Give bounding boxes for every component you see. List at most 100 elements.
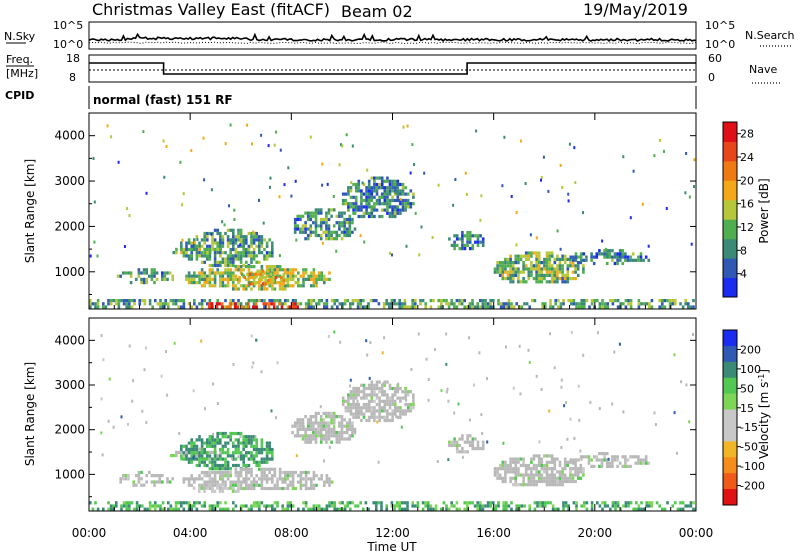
power-cell (229, 257, 232, 261)
power-cell (129, 281, 133, 285)
velocity-cell (286, 474, 290, 478)
power-cell (123, 245, 126, 248)
velocity-cell (142, 483, 146, 487)
velocity-cell (145, 480, 148, 484)
velocity-cell (332, 421, 336, 425)
power-cell (198, 254, 201, 258)
power-cell (265, 254, 269, 258)
power-cell (522, 254, 525, 258)
velocity-cell (327, 437, 331, 441)
velocity-cell (232, 431, 235, 436)
velocity-cell (182, 444, 186, 448)
velocity-cell (265, 447, 269, 452)
velocity-cell (265, 486, 269, 491)
velocity-cell (190, 474, 193, 478)
power-cell (271, 244, 274, 248)
power-cell (349, 305, 352, 309)
power-cell (532, 267, 536, 271)
velocity-cell (203, 441, 206, 445)
velocity-cell (545, 473, 549, 477)
velocity-cell (226, 441, 230, 445)
velocity-cell (673, 411, 676, 415)
power-cell (258, 299, 261, 303)
power-cell (338, 221, 341, 225)
velocity-cell (109, 504, 113, 508)
power-cell (232, 277, 235, 281)
velocity-cell (195, 447, 199, 452)
velocity-cell (537, 457, 541, 461)
power-cell (319, 211, 323, 215)
power-cell (569, 257, 572, 261)
velocity-cell (247, 435, 251, 439)
velocity-cell (432, 507, 435, 511)
power-cell (496, 267, 499, 271)
velocity-cell (278, 470, 282, 475)
velocity-cell (224, 474, 227, 478)
power-cell (161, 274, 164, 278)
velocity-cell (190, 483, 193, 487)
velocity-cell (208, 438, 212, 442)
power-cell (206, 302, 209, 306)
power-cell (120, 299, 123, 303)
velocity-cell (216, 483, 219, 487)
power-cell (352, 205, 355, 209)
power-cell (343, 217, 346, 222)
power-cell (237, 268, 240, 272)
velocity-cell (367, 393, 371, 397)
power-cell (125, 305, 128, 309)
velocity-cell (411, 501, 414, 505)
power-cell (236, 305, 240, 309)
power-cell (388, 189, 392, 193)
power-cell (370, 176, 374, 180)
power-cell (130, 299, 134, 303)
power-cell (219, 284, 222, 288)
power-cell (142, 268, 146, 272)
power-cell (218, 302, 221, 306)
velocity-cell (166, 480, 169, 484)
power-cell (93, 200, 96, 204)
power-cell (263, 254, 266, 258)
power-cell (163, 175, 166, 179)
velocity-cell (224, 457, 227, 461)
velocity-cell (193, 504, 196, 508)
velocity-cell (304, 480, 308, 484)
velocity-cell (352, 386, 355, 391)
power-cell (406, 305, 409, 309)
power-cell (245, 235, 248, 239)
velocity-cell (304, 483, 308, 487)
power-cell (307, 274, 310, 278)
power-cell (616, 252, 619, 256)
velocity-cell (328, 501, 331, 505)
power-cell (393, 186, 397, 190)
velocity-cell (112, 425, 115, 429)
power-cell (637, 302, 641, 306)
velocity-cell (505, 501, 508, 505)
velocity-cell (325, 434, 328, 438)
power-cell (372, 299, 375, 303)
power-cell (310, 284, 313, 288)
velocity-cell (268, 441, 271, 445)
velocity-cell (401, 396, 405, 400)
power-cell (386, 198, 389, 203)
power-cell (229, 254, 232, 258)
power-cell (409, 205, 413, 209)
velocity-cell (527, 479, 531, 484)
velocity-cell (571, 467, 575, 471)
power-cell (330, 237, 333, 241)
velocity-cell (213, 457, 217, 461)
y-tick-label: 4000 (54, 129, 85, 143)
power-cell (404, 198, 407, 203)
power-cell (272, 305, 276, 309)
power-cell (360, 189, 363, 193)
power-cell (663, 149, 665, 153)
power-cell (506, 257, 510, 261)
velocity-cell (138, 504, 141, 508)
power-cell (221, 277, 225, 281)
velocity-cell (293, 421, 297, 425)
velocity-cell (338, 437, 341, 441)
power-cell (232, 247, 235, 252)
power-cell (550, 273, 554, 277)
velocity-cell (629, 501, 633, 505)
power-cell (153, 281, 156, 285)
